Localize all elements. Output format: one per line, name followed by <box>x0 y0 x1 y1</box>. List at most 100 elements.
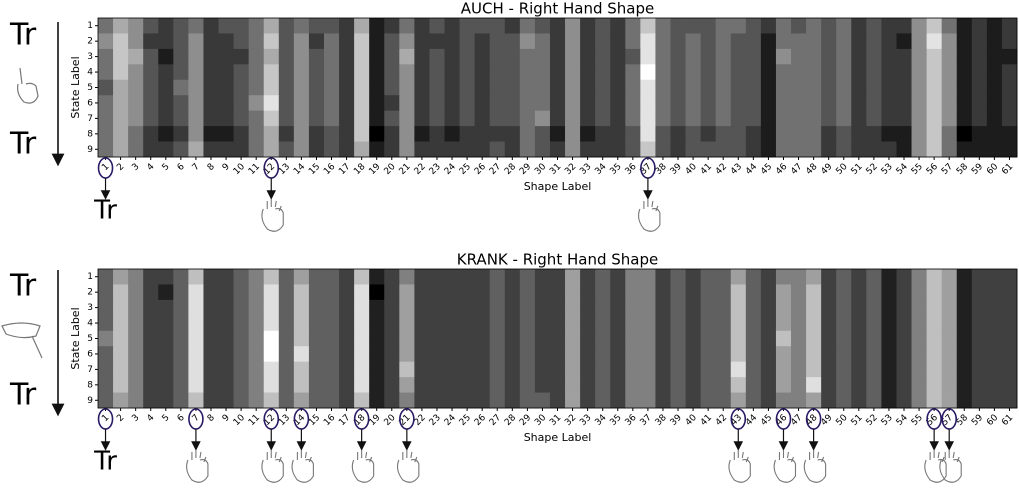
heat-cell <box>219 49 234 65</box>
heat-cell <box>761 377 776 393</box>
heat-cell <box>942 18 957 34</box>
x-tick-label: 47 <box>789 413 804 428</box>
heat-cell <box>414 126 429 142</box>
heat-cell <box>655 80 670 96</box>
heat-cell <box>128 315 143 331</box>
heat-cell <box>339 300 354 316</box>
heat-cell <box>324 331 339 347</box>
heat-cell <box>791 393 806 409</box>
heat-cell <box>972 80 987 96</box>
heat-cell <box>309 33 324 49</box>
heat-cell <box>264 95 279 111</box>
heat-cell <box>279 64 294 80</box>
hand-icon <box>804 450 825 482</box>
heat-cell <box>369 315 384 331</box>
heat-cell <box>143 331 158 347</box>
heat-cell <box>565 95 580 111</box>
heat-cell <box>128 80 143 96</box>
x-tick-label: 19 <box>367 413 382 428</box>
heat-cell <box>414 80 429 96</box>
heat-cell <box>927 393 942 409</box>
heat-cell <box>550 49 565 65</box>
heat-cell <box>294 315 309 331</box>
heat-cell <box>414 362 429 378</box>
x-tick-label: 57 <box>940 162 955 177</box>
heat-cell <box>836 18 851 34</box>
heat-cell <box>369 393 384 409</box>
x-tick-label: 36 <box>624 162 639 177</box>
x-tick-label: 11 <box>247 413 262 428</box>
hand-icon <box>774 450 795 482</box>
x-tick-label: 17 <box>337 413 352 428</box>
heat-cell <box>896 80 911 96</box>
heat-cell <box>942 362 957 378</box>
x-tick-label: 42 <box>714 413 729 428</box>
heat-cell <box>354 315 369 331</box>
heat-cell <box>731 346 746 362</box>
heat-cell <box>414 331 429 347</box>
heat-cell <box>188 33 203 49</box>
heat-cell <box>957 284 972 300</box>
heat-cell <box>249 64 264 80</box>
heat-cell <box>158 393 173 409</box>
heat-cell <box>294 18 309 34</box>
hand-icon <box>398 450 419 482</box>
y-tick-label: 7 <box>87 365 93 375</box>
heat-cell <box>339 64 354 80</box>
heat-cell <box>203 331 218 347</box>
heat-cell <box>927 331 942 347</box>
heat-cell <box>188 95 203 111</box>
heat-cell <box>1002 33 1017 49</box>
heat-cell <box>896 269 911 285</box>
heat-cell <box>490 33 505 49</box>
heat-cell <box>625 269 640 285</box>
heat-cell <box>912 331 927 347</box>
heat-cell <box>158 142 173 158</box>
heat-cell <box>987 284 1002 300</box>
heat-cell <box>445 331 460 347</box>
heat-cell <box>98 95 113 111</box>
x-tick-label: 37 <box>639 413 654 428</box>
heat-cell <box>972 284 987 300</box>
heat-cell <box>655 18 670 34</box>
heat-cell <box>490 95 505 111</box>
heat-cell <box>776 80 791 96</box>
heat-cell <box>987 362 1002 378</box>
heat-cell <box>309 95 324 111</box>
heat-cell <box>279 126 294 142</box>
heat-cell <box>249 80 264 96</box>
heat-cell <box>339 284 354 300</box>
heat-cell <box>716 126 731 142</box>
heat-cell <box>460 284 475 300</box>
heat-cell <box>655 49 670 65</box>
y-tick-label: 3 <box>87 52 93 62</box>
heat-cell <box>429 142 444 158</box>
heat-cell <box>791 331 806 347</box>
x-tick-label: 52 <box>865 162 880 177</box>
heat-cell <box>279 269 294 285</box>
heat-cell <box>505 18 520 34</box>
heat-cell <box>836 346 851 362</box>
heat-cell <box>1002 300 1017 316</box>
heat-cell <box>399 269 414 285</box>
x-tick-label: 35 <box>608 162 623 177</box>
heat-cell <box>716 315 731 331</box>
heat-cell <box>158 95 173 111</box>
heat-cell <box>565 18 580 34</box>
heat-cell <box>972 315 987 331</box>
heat-cell <box>429 95 444 111</box>
heat-cell <box>339 33 354 49</box>
heat-cell <box>475 95 490 111</box>
x-tick-label: 50 <box>834 162 849 177</box>
heat-cell <box>927 377 942 393</box>
heat-cell <box>535 95 550 111</box>
y-tick-label: 4 <box>87 68 93 78</box>
heat-cell <box>279 377 294 393</box>
heat-cell <box>535 64 550 80</box>
heat-cell <box>942 315 957 331</box>
heat-cell <box>550 300 565 316</box>
heat-cell <box>972 18 987 34</box>
heat-cell <box>490 377 505 393</box>
heat-cell <box>219 80 234 96</box>
x-tick-label: 51 <box>850 413 865 428</box>
